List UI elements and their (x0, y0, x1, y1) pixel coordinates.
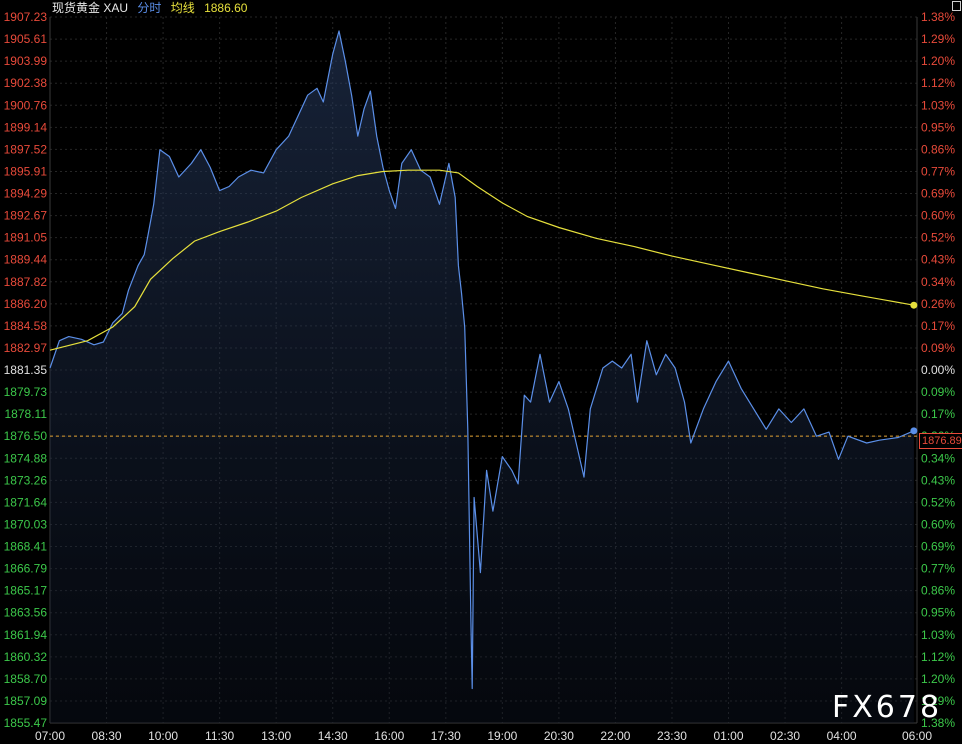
pct-tick-label: 1.12% (921, 650, 955, 664)
pct-tick-label: 0.17% (921, 407, 955, 421)
x-tick-label: 08:30 (92, 729, 122, 743)
pct-tick-label: 0.95% (921, 120, 955, 134)
pct-tick-label: 0.60% (921, 517, 955, 531)
y-tick-label: 1878.11 (5, 407, 48, 421)
pct-tick-label: 0.52% (921, 231, 955, 245)
y-tick-label: 1900.76 (4, 98, 48, 112)
pct-tick-label: 1.03% (921, 628, 955, 642)
pct-tick-label: 0.60% (921, 209, 955, 223)
pct-tick-label: 1.20% (921, 54, 955, 68)
pct-tick-label: 0.26% (921, 297, 955, 311)
pct-tick-label: 1.38% (921, 10, 955, 24)
x-tick-label: 20:30 (544, 729, 574, 743)
pct-tick-label: 0.95% (921, 606, 955, 620)
x-tick-label: 22:00 (600, 729, 630, 743)
pct-tick-label: 0.09% (921, 341, 955, 355)
y-tick-label: 1894.29 (4, 187, 48, 201)
pct-tick-label: 0.77% (921, 562, 955, 576)
pct-tick-label: 0.09% (921, 385, 955, 399)
pct-tick-label: 0.00% (921, 363, 955, 377)
y-tick-label: 1855.47 (4, 716, 48, 730)
y-tick-label: 1860.32 (4, 650, 48, 664)
instrument-name: 现货黄金 XAU (52, 1, 129, 15)
y-tick-label: 1863.56 (4, 606, 48, 620)
y-tick-label: 1884.58 (4, 319, 48, 333)
x-tick-label: 17:30 (431, 729, 461, 743)
avg-end-dot (910, 301, 918, 309)
x-tick-label: 14:30 (318, 729, 348, 743)
pct-tick-label: 1.29% (921, 694, 955, 708)
y-tick-label: 1902.38 (4, 76, 48, 90)
pct-tick-label: 0.77% (921, 164, 955, 178)
pct-tick-label: 0.86% (921, 142, 955, 156)
pct-tick-label: 0.86% (921, 584, 955, 598)
pct-tick-label: 1.12% (921, 76, 955, 90)
x-tick-label: 01:00 (714, 729, 744, 743)
price-line (49, 30, 915, 690)
y-tick-label: 1905.61 (4, 32, 48, 46)
price-end-dot (910, 427, 918, 435)
x-tick-label: 11:30 (205, 729, 234, 743)
y-tick-label: 1857.09 (4, 694, 48, 708)
y-tick-label: 1903.99 (4, 54, 48, 68)
y-tick-label: 1865.17 (4, 584, 48, 598)
y-tick-label: 1887.82 (4, 275, 48, 289)
x-tick-label: 04:00 (827, 729, 857, 743)
y-tick-label: 1882.97 (4, 341, 48, 355)
pct-tick-label: 1.29% (921, 32, 955, 46)
x-tick-label: 23:30 (657, 729, 687, 743)
avg-line-value: 1886.60 (204, 1, 248, 15)
avg-line-label: 均线 (170, 1, 195, 15)
pct-tick-label: 0.34% (921, 451, 955, 465)
pct-tick-label: 1.38% (921, 716, 955, 730)
y-tick-label: 1907.23 (4, 10, 48, 24)
pct-tick-label: 0.69% (921, 187, 955, 201)
y-tick-label: 1889.44 (4, 253, 48, 267)
pct-tick-label: 0.17% (921, 319, 955, 333)
pct-tick-label: 0.43% (921, 253, 955, 267)
x-tick-label: 16:00 (374, 729, 404, 743)
pct-tick-label: 0.34% (921, 275, 955, 289)
y-tick-label: 1870.03 (4, 517, 48, 531)
x-tick-label: 07:00 (35, 729, 65, 743)
y-tick-label: 1879.73 (4, 385, 48, 399)
y-tick-label: 1861.94 (4, 628, 48, 642)
y-tick-label: 1871.64 (4, 495, 48, 509)
pct-tick-label: 1.03% (921, 98, 955, 112)
last-price-tag: 1876.89 (919, 433, 962, 449)
y-tick-label: 1858.70 (4, 672, 48, 686)
fx678-watermark: FX678 (832, 690, 943, 725)
pct-tick-label: 0.52% (921, 495, 955, 509)
y-tick-label: 1868.41 (4, 540, 48, 554)
y-tick-label: 1892.67 (4, 209, 48, 223)
x-tick-label: 19:00 (487, 729, 517, 743)
pct-tick-label: 0.43% (921, 473, 955, 487)
y-tick-label: 1876.50 (4, 429, 48, 443)
pct-tick-label: 1.20% (921, 672, 955, 686)
y-tick-label: 1886.20 (4, 297, 48, 311)
x-tick-label: 13:00 (261, 729, 291, 743)
price-area (50, 31, 914, 723)
pct-tick-label: 0.69% (921, 540, 955, 554)
avg-line (49, 169, 915, 351)
x-tick-label: 06:00 (902, 729, 932, 743)
y-tick-label: 1874.88 (4, 451, 48, 465)
mode-tab-intraday[interactable]: 分时 (137, 1, 162, 15)
y-tick-label: 1897.52 (4, 142, 48, 156)
y-tick-label: 1881.35 (4, 363, 48, 377)
x-tick-label: 10:00 (148, 729, 178, 743)
chart-header: 现货黄金 XAU 分时 均线 1886.60 (52, 0, 253, 16)
x-tick-label: 02:30 (770, 729, 800, 743)
y-tick-label: 1899.14 (4, 120, 48, 134)
y-tick-label: 1866.79 (4, 562, 48, 576)
window-corner-icon[interactable] (952, 1, 961, 11)
y-tick-label: 1891.05 (4, 231, 48, 245)
y-tick-label: 1873.26 (4, 473, 48, 487)
y-tick-label: 1895.91 (4, 164, 48, 178)
